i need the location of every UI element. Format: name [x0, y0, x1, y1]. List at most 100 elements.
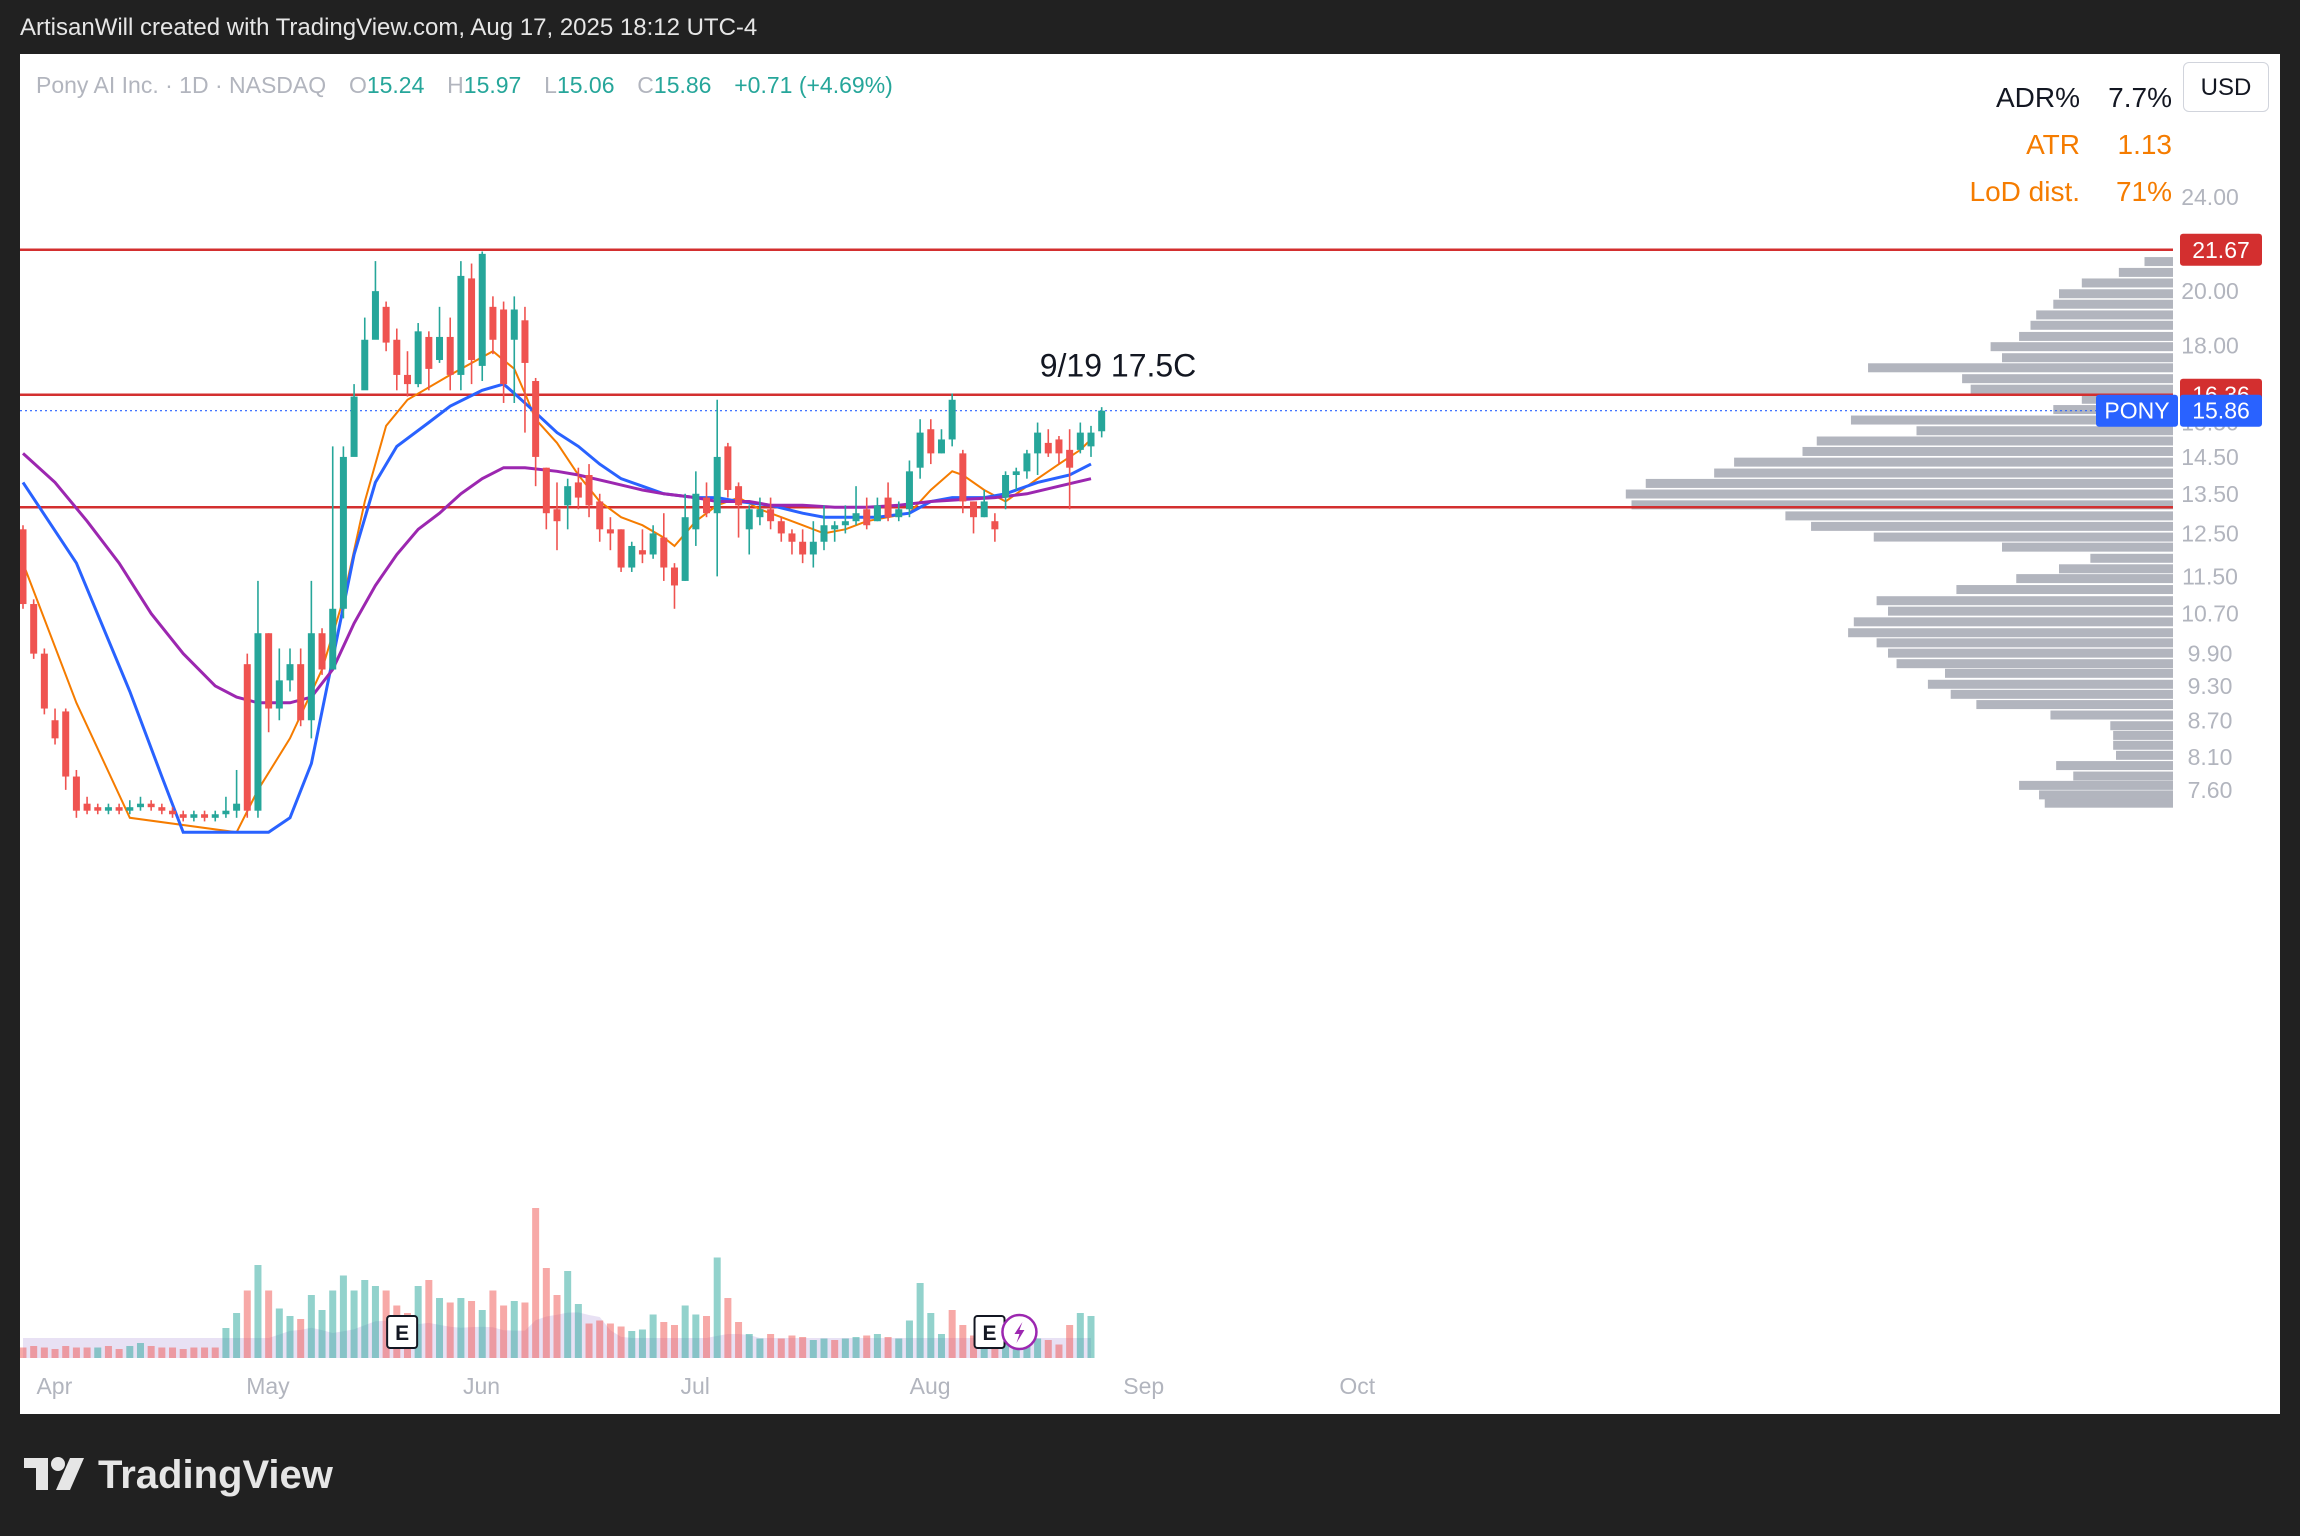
candle-body — [927, 429, 935, 454]
volume-bar — [468, 1301, 476, 1358]
candle-body — [670, 567, 678, 586]
candle — [617, 529, 625, 572]
volume-bar — [222, 1328, 230, 1358]
candle — [62, 708, 70, 790]
candle-body — [179, 814, 187, 818]
price-chart[interactable]: 24.0022.0020.0018.0015.5014.5013.5012.50… — [20, 54, 2280, 1414]
earnings-marker-may[interactable]: E — [386, 1315, 419, 1349]
volume-bar — [307, 1295, 315, 1358]
candle — [905, 460, 913, 518]
candle-body — [574, 482, 582, 498]
volume-bar — [1034, 1338, 1042, 1358]
candle-body — [243, 664, 251, 811]
candle — [1055, 436, 1063, 465]
candle — [756, 497, 764, 526]
candle — [478, 251, 486, 382]
symbol-title[interactable]: Pony AI Inc. · 1D · NASDAQ — [36, 72, 327, 98]
candle-body — [339, 456, 347, 609]
high-label: H — [447, 72, 464, 98]
candle-body — [478, 253, 486, 366]
volume-bar — [382, 1290, 390, 1358]
volume-bar — [361, 1280, 369, 1358]
volume-bar — [905, 1320, 913, 1358]
candle — [649, 525, 657, 559]
lod-label: LoD dist. — [1969, 176, 2081, 207]
volume-bar — [1087, 1316, 1095, 1358]
candle-body — [136, 803, 144, 808]
price-tick-label: 13.50 — [2181, 481, 2239, 507]
candle-body — [254, 633, 262, 811]
volume-profile-bar — [2050, 710, 2173, 720]
volume-bar — [1055, 1344, 1063, 1358]
volume-profile-bar — [1734, 457, 2173, 467]
volume-profile-bar — [2113, 740, 2173, 750]
volume-bar — [500, 1305, 508, 1358]
candle — [265, 633, 273, 733]
atr-label: ATR — [2026, 129, 2080, 160]
candle — [1002, 471, 1010, 510]
candle-body — [104, 807, 112, 811]
volume-bar — [991, 1341, 999, 1358]
volume-bar — [350, 1290, 358, 1358]
volume-bar — [585, 1323, 593, 1358]
candle — [361, 317, 369, 391]
volume-bar — [532, 1208, 540, 1358]
volume-bar — [660, 1322, 668, 1358]
earnings-marker-aug[interactable]: E — [973, 1315, 1006, 1349]
candle — [72, 769, 80, 818]
candle — [724, 442, 732, 498]
chart-area[interactable]: 24.0022.0020.0018.0015.5014.5013.5012.50… — [20, 54, 2280, 1414]
symbol-legend: Pony AI Inc. · 1D · NASDAQ O15.24 H15.97… — [36, 72, 893, 99]
volume-bar — [1012, 1343, 1020, 1358]
candle-body — [756, 509, 764, 518]
atr-value: 1.13 — [2117, 129, 2173, 160]
candle — [809, 521, 817, 568]
candle-body — [94, 807, 102, 811]
candle — [104, 803, 112, 815]
volume-bar — [1044, 1340, 1052, 1358]
dividend-event-icon[interactable] — [1001, 1313, 1038, 1351]
candle-body — [265, 633, 273, 709]
price-axis: 24.0022.0020.0018.0015.5014.5013.5012.50… — [2181, 184, 2239, 803]
time-tick-label: May — [246, 1373, 290, 1399]
volume-bar — [574, 1304, 582, 1358]
volume-profile-bar — [2002, 542, 2173, 552]
candle-body — [841, 521, 849, 526]
candle-body — [393, 339, 401, 375]
volume-bar — [521, 1302, 529, 1358]
open-label: O — [348, 72, 367, 98]
candle-body — [83, 803, 91, 811]
candle-body — [991, 521, 999, 530]
volume-bar — [104, 1346, 112, 1358]
candle-body — [126, 807, 134, 811]
candle-body — [638, 550, 646, 555]
volume-bar — [895, 1338, 903, 1358]
candle — [916, 419, 924, 479]
currency-button[interactable]: USD — [2183, 62, 2269, 112]
candle — [201, 810, 209, 822]
price-tick-label: 7.60 — [2188, 777, 2233, 803]
price-tick-label: 9.90 — [2188, 641, 2233, 667]
volume-bar — [756, 1338, 764, 1358]
candle-body — [233, 803, 241, 811]
volume-bar — [713, 1257, 721, 1358]
candle — [425, 331, 433, 391]
candle-body — [606, 529, 614, 534]
candle — [927, 419, 935, 465]
candle-body — [873, 505, 881, 522]
price-tick-label: 9.30 — [2188, 673, 2233, 699]
candle — [713, 399, 721, 577]
volume-profile-bar — [1888, 648, 2173, 658]
price-tick-label: 20.00 — [2181, 278, 2239, 304]
candle-body — [564, 486, 572, 506]
candle — [788, 529, 796, 555]
candle-body — [307, 633, 315, 721]
volume-profile-bar — [1990, 342, 2173, 352]
candle — [1023, 449, 1031, 479]
candle — [382, 301, 390, 352]
volume-bar — [1023, 1341, 1031, 1358]
volume-bar — [852, 1337, 860, 1358]
candle — [521, 306, 529, 433]
volume-bar — [190, 1347, 198, 1358]
candle — [371, 261, 379, 340]
